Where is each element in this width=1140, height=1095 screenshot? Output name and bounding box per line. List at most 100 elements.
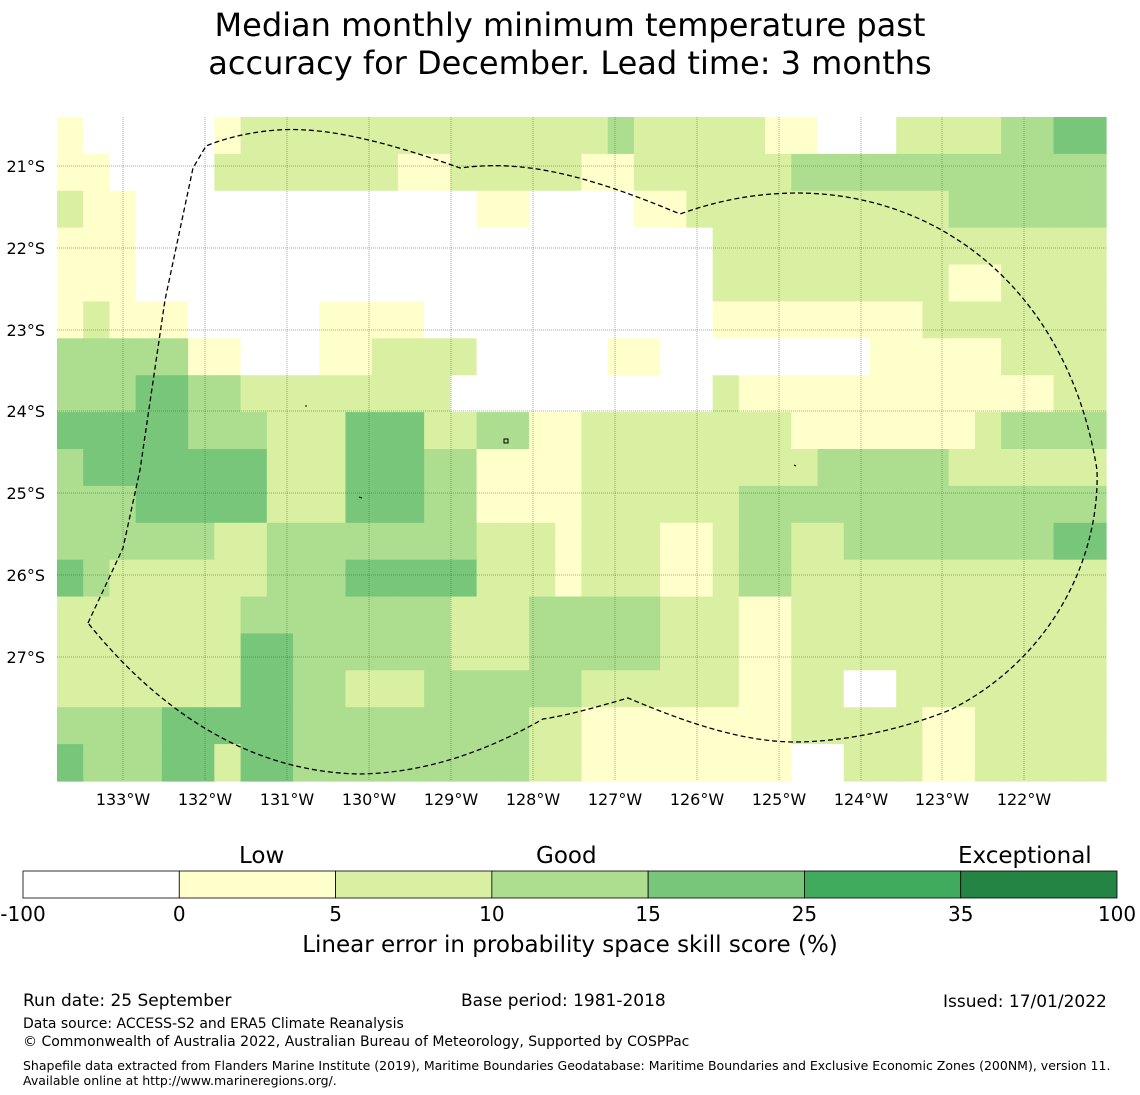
map-cell xyxy=(738,301,766,339)
map-cell xyxy=(896,375,924,413)
longitude-label: 132°W xyxy=(178,790,233,809)
map-cell xyxy=(555,633,583,671)
map-cell xyxy=(765,633,792,671)
map-cell xyxy=(83,449,111,487)
map-cell xyxy=(686,670,714,708)
map-cell xyxy=(240,522,268,561)
map-cell xyxy=(188,596,215,635)
map-cell xyxy=(791,559,819,598)
map-cell xyxy=(765,449,792,487)
map-cell xyxy=(765,744,792,782)
map-cell xyxy=(1027,485,1055,524)
map-cell xyxy=(57,338,84,376)
map-cell xyxy=(1027,559,1055,598)
map-cell xyxy=(869,227,897,266)
map-cell xyxy=(319,190,347,229)
map-cell xyxy=(502,153,530,192)
map-cell xyxy=(476,190,504,229)
map-cell xyxy=(660,264,688,303)
map-cell xyxy=(345,596,373,635)
map-cell xyxy=(371,596,399,635)
map-cell xyxy=(424,744,451,782)
map-cell xyxy=(791,338,819,376)
map-cell xyxy=(424,301,451,339)
map-cell xyxy=(581,117,609,155)
map-cell xyxy=(1079,522,1107,561)
map-cell xyxy=(1027,153,1055,192)
map-cell xyxy=(791,375,819,413)
map-cell xyxy=(424,412,451,450)
map-cell xyxy=(896,153,924,192)
map-cell xyxy=(450,596,478,635)
map-cell xyxy=(922,375,950,413)
map-cell xyxy=(476,522,504,561)
map-cell xyxy=(135,596,163,635)
map-cell xyxy=(686,153,714,192)
map-cell xyxy=(397,264,425,303)
map-cell xyxy=(607,707,635,745)
map-cell xyxy=(1001,264,1028,303)
map-cell xyxy=(1027,264,1055,303)
map-cell xyxy=(214,375,242,413)
map-cell xyxy=(371,190,399,229)
map-cell xyxy=(424,485,451,524)
map-cell xyxy=(502,596,530,635)
map-cell xyxy=(1001,227,1028,266)
map-cell xyxy=(817,412,845,450)
map-cell xyxy=(266,301,294,339)
colorbar-label-good: Good xyxy=(536,843,597,869)
map-cell xyxy=(57,707,84,745)
map-cell xyxy=(948,596,976,635)
map-cell xyxy=(240,190,268,229)
map-cell xyxy=(529,338,556,376)
map-cell xyxy=(188,412,215,450)
map-cell xyxy=(581,596,609,635)
map-cell xyxy=(161,633,189,671)
map-cell xyxy=(240,338,268,376)
map-cell xyxy=(1053,227,1081,266)
map-cell xyxy=(345,449,373,487)
copyright: © Commonwealth of Australia 2022, Austra… xyxy=(23,1034,690,1050)
map-cell xyxy=(1053,596,1081,635)
colorbar-tick-label: 35 xyxy=(947,902,974,926)
map-cell xyxy=(476,449,504,487)
map-cell xyxy=(922,522,950,561)
map-cell xyxy=(581,522,609,561)
map-cell xyxy=(791,412,819,450)
map-cell xyxy=(502,301,530,339)
map-cell xyxy=(57,153,84,192)
map-cell xyxy=(633,559,661,598)
map-cell xyxy=(214,338,242,376)
map-cell xyxy=(1027,596,1055,635)
map-cell xyxy=(974,522,1002,561)
map-cell xyxy=(135,633,163,671)
map-cell xyxy=(869,485,897,524)
colorbar-swatches xyxy=(22,870,1118,899)
map-cell xyxy=(371,670,399,708)
map-cell xyxy=(135,412,163,450)
map-cell xyxy=(371,338,399,376)
map-cell xyxy=(686,412,714,450)
latitude-labels: 21°S 22°S 23°S 24°S 25°S 26°S 27°S xyxy=(6,157,45,667)
map-cell xyxy=(843,153,871,192)
map-cell xyxy=(1027,522,1055,561)
map-cell xyxy=(424,670,451,708)
map-cell xyxy=(1027,412,1055,450)
map-cell xyxy=(948,522,976,561)
map-cell xyxy=(397,522,425,561)
map-cell xyxy=(712,596,740,635)
map-cell xyxy=(555,301,583,339)
map-cell xyxy=(1079,301,1107,339)
map-cell xyxy=(1053,707,1081,745)
map-cell xyxy=(948,338,976,376)
map-cell xyxy=(57,190,84,229)
longitude-label: 125°W xyxy=(752,790,807,809)
map-cell xyxy=(450,633,478,671)
island-marks xyxy=(305,405,797,499)
map-cell xyxy=(922,264,950,303)
map-cell xyxy=(791,227,819,266)
map-cell xyxy=(843,190,871,229)
map-cell xyxy=(581,707,609,745)
run-date: Run date: 25 September xyxy=(23,991,232,1011)
map-cell xyxy=(738,227,766,266)
